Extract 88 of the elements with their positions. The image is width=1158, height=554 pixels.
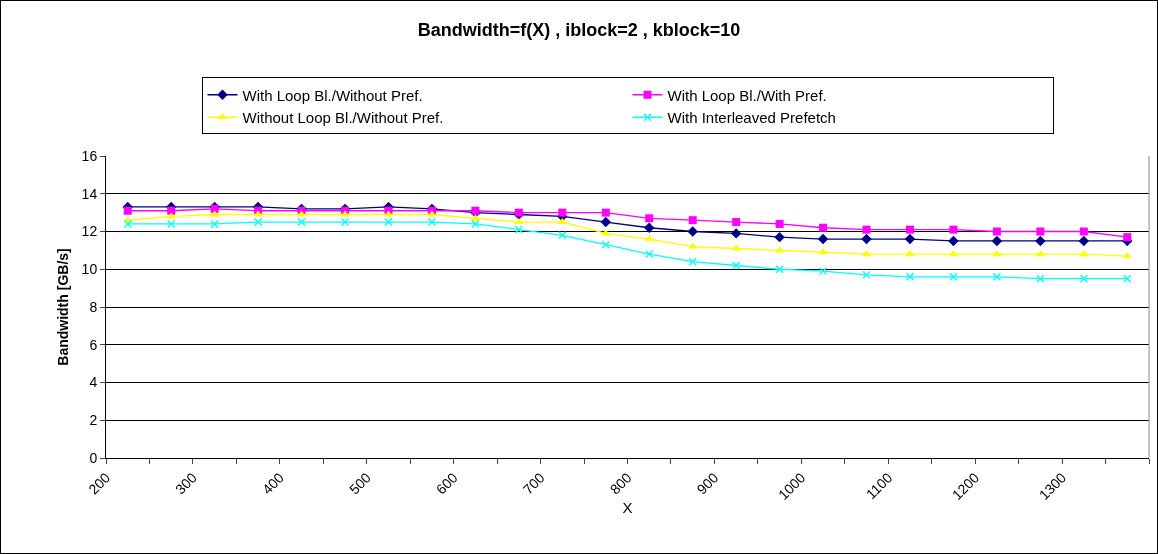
point [253, 217, 263, 227]
point [775, 265, 784, 274]
point [949, 225, 958, 234]
point [600, 216, 611, 228]
point [1079, 227, 1088, 236]
point [558, 208, 567, 217]
y-tick-label: 8 [89, 298, 98, 315]
point [340, 210, 350, 217]
x-tick-label: 700 [519, 469, 548, 498]
point [862, 225, 871, 234]
point [558, 231, 567, 240]
point [167, 206, 176, 215]
point [1122, 252, 1132, 259]
point [297, 217, 306, 227]
x-tick-label: 800 [606, 469, 635, 498]
point [905, 225, 914, 234]
y-tick-label: 0 [89, 449, 98, 466]
point [688, 257, 697, 266]
point [471, 219, 480, 229]
point [210, 219, 219, 229]
legend-label: Without Loop Bl./Without Pref. [242, 109, 444, 127]
point [557, 218, 567, 225]
y-tick-label: 4 [89, 374, 98, 391]
x-tick-label: 300 [172, 469, 201, 498]
x-tick-label: 600 [432, 469, 461, 498]
legend-label: With Loop Bl./Without Pref. [242, 86, 423, 104]
point [817, 233, 829, 245]
y-axis-title: Bandwidth [GB/s] [55, 248, 71, 366]
point [514, 225, 523, 234]
point [905, 272, 915, 281]
point [992, 227, 1001, 236]
point [1078, 235, 1090, 247]
point [1123, 233, 1132, 242]
point [253, 210, 263, 217]
point [991, 235, 1003, 247]
point [167, 219, 176, 229]
point [210, 210, 220, 217]
point [384, 217, 393, 227]
point [688, 216, 697, 225]
point [645, 250, 654, 259]
x-tick-label: 400 [259, 469, 288, 498]
y-tick-label: 14 [81, 185, 98, 202]
point [992, 272, 1002, 281]
y-tick-label: 12 [81, 223, 98, 240]
point [123, 206, 132, 215]
point [1123, 274, 1132, 283]
point [861, 233, 872, 245]
point [1079, 274, 1088, 283]
x-tick-label: 200 [85, 469, 114, 498]
point [687, 226, 698, 237]
point [732, 218, 741, 227]
x-tick-label: 500 [345, 469, 374, 498]
point [601, 240, 610, 249]
point [905, 250, 915, 257]
legend-label: With Interleaved Prefetch [667, 109, 836, 127]
point [1079, 250, 1089, 257]
point [644, 235, 654, 242]
point [427, 210, 437, 217]
point [949, 272, 958, 281]
point [1035, 235, 1046, 247]
point [1035, 250, 1045, 257]
point [1036, 274, 1045, 283]
point [427, 217, 437, 227]
point [948, 235, 959, 247]
point [819, 223, 828, 232]
y-tick-label: 10 [81, 261, 98, 278]
point [340, 217, 350, 227]
chart-title: Bandwidth=f(X) , iblock=2 , kblock=10 [417, 19, 741, 40]
point [601, 208, 610, 217]
point [904, 233, 916, 245]
y-tick-label: 16 [81, 147, 98, 164]
point [862, 270, 871, 280]
legend-label: With Loop Bl./With Pref. [667, 86, 827, 104]
x-axis-title: X [622, 499, 633, 517]
point [688, 242, 698, 249]
point [644, 222, 655, 233]
point [1036, 227, 1045, 236]
point [818, 266, 828, 276]
point [514, 218, 524, 225]
y-tick-label: 2 [89, 412, 98, 429]
point [774, 231, 785, 243]
point [730, 228, 742, 239]
y-tick-label: 6 [89, 336, 98, 353]
point [732, 261, 741, 270]
x-tick-label: 900 [693, 469, 722, 498]
point [775, 219, 784, 228]
point [645, 214, 654, 223]
point [123, 219, 132, 229]
